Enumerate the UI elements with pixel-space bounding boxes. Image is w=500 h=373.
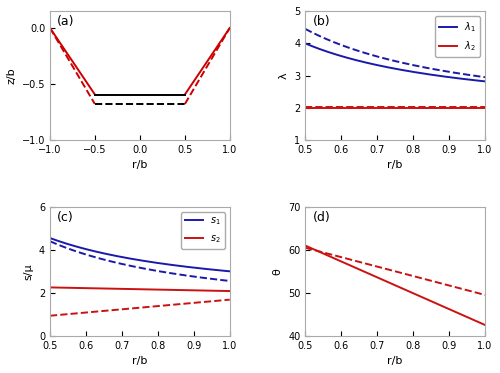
Y-axis label: s/μ: s/μ [24,263,34,280]
X-axis label: r/b: r/b [132,160,148,170]
Text: (b): (b) [312,15,330,28]
Y-axis label: θ: θ [272,268,282,275]
Text: (c): (c) [57,211,74,224]
Text: (a): (a) [57,15,74,28]
Y-axis label: λ: λ [278,72,288,79]
X-axis label: r/b: r/b [388,356,403,366]
Legend: $s_1$, $s_2$: $s_1$, $s_2$ [181,212,225,249]
X-axis label: r/b: r/b [132,356,148,366]
Y-axis label: z/b: z/b [6,67,16,84]
Legend: $\lambda_1$, $\lambda_2$: $\lambda_1$, $\lambda_2$ [436,16,480,57]
X-axis label: r/b: r/b [388,160,403,170]
Text: (d): (d) [312,211,330,224]
